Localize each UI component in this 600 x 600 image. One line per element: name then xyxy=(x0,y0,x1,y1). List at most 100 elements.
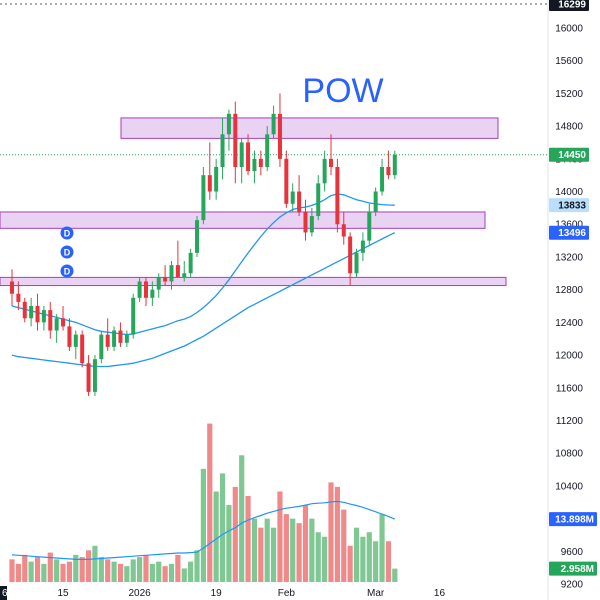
price-badge-label: 13833 xyxy=(558,201,586,212)
candle xyxy=(233,101,238,184)
price-badge-label: 16299 xyxy=(558,0,586,11)
candle-body xyxy=(29,306,34,319)
volume-bar xyxy=(149,563,155,582)
candle xyxy=(99,330,104,364)
volume-moving-average xyxy=(11,500,396,560)
time-axis-label: 15 xyxy=(57,588,69,599)
candle-body xyxy=(271,113,276,135)
volume-bar xyxy=(73,554,79,582)
candle xyxy=(163,265,168,286)
dividend-badge[interactable] xyxy=(60,245,74,259)
candle-body xyxy=(10,281,14,294)
candle-body xyxy=(303,211,308,233)
candle-body xyxy=(61,318,66,327)
candle xyxy=(329,134,333,176)
candle xyxy=(137,277,142,302)
volume-bar xyxy=(366,532,372,582)
dividend-badge[interactable] xyxy=(60,264,74,278)
candlesticks xyxy=(10,93,397,396)
volume-bar xyxy=(296,523,302,582)
volume-bars xyxy=(9,423,398,582)
volume-bar xyxy=(315,532,321,582)
candle xyxy=(67,318,72,351)
price-tick-label: 12400 xyxy=(555,318,583,329)
price-badge xyxy=(549,147,589,162)
volume-bar xyxy=(239,455,245,582)
candle-body xyxy=(214,167,219,192)
candle-body xyxy=(335,167,340,225)
price-tick-label: 9200 xyxy=(561,580,584,591)
candle-body xyxy=(322,158,327,184)
candle-body xyxy=(265,134,270,167)
candle-body xyxy=(54,318,59,331)
time-axis-label: 19 xyxy=(211,588,223,599)
volume-bar xyxy=(79,557,85,582)
volume-bar xyxy=(47,552,53,582)
candle-body xyxy=(118,330,123,343)
volume-bar xyxy=(105,559,111,582)
candle xyxy=(73,330,78,360)
candle xyxy=(22,297,27,323)
candle xyxy=(392,150,397,180)
time-axis-labels: 6Dec 15 2026 19 Feb Mar 16 xyxy=(0,586,445,600)
candle xyxy=(309,207,314,237)
candle-body xyxy=(92,359,97,392)
price-badge xyxy=(549,225,589,240)
candle xyxy=(284,150,289,208)
dividend-badge[interactable] xyxy=(60,226,74,240)
volume-badge xyxy=(549,561,597,576)
time-axis-label: 2026 xyxy=(128,588,151,599)
candle xyxy=(156,273,161,298)
candle xyxy=(367,203,372,245)
candle xyxy=(105,318,110,351)
candle-body xyxy=(386,167,391,176)
candle-body xyxy=(182,273,187,278)
candle xyxy=(380,158,385,196)
volume-bar xyxy=(347,545,353,582)
candle-body xyxy=(105,334,110,347)
candle-body xyxy=(80,334,85,364)
candle xyxy=(80,330,85,368)
price-tick-label: 12800 xyxy=(555,285,583,296)
volume-bar xyxy=(175,554,181,582)
dividend-markers[interactable]: DDD xyxy=(60,226,74,278)
candle xyxy=(10,269,14,306)
chart-title: POW xyxy=(302,72,383,110)
volume-badge xyxy=(549,512,597,527)
candle xyxy=(252,150,257,184)
candle xyxy=(271,105,276,139)
candle-body xyxy=(175,265,180,278)
volume-bar xyxy=(232,486,238,582)
volume-bar xyxy=(143,554,149,582)
candle-body xyxy=(112,330,117,347)
candle-body xyxy=(380,167,385,192)
candle-body xyxy=(233,113,238,167)
volume-bar xyxy=(188,561,194,582)
volume-bar xyxy=(353,527,360,582)
price-badge xyxy=(549,0,589,11)
price-tick-label: 9600 xyxy=(561,547,584,558)
candle xyxy=(322,150,327,192)
candle-body xyxy=(367,211,372,241)
volume-bar xyxy=(270,527,277,582)
candle-body xyxy=(16,293,21,302)
candle-body xyxy=(354,252,359,274)
dividend-badge-label: D xyxy=(64,248,71,258)
candle-body xyxy=(277,113,282,159)
volume-bar xyxy=(258,527,264,582)
moving-average-long xyxy=(11,232,396,368)
candle xyxy=(195,216,200,257)
volume-bar xyxy=(92,545,98,582)
volume-bar xyxy=(328,482,334,582)
volume-bar xyxy=(213,491,219,582)
candle-body xyxy=(67,326,72,347)
candle-body xyxy=(207,175,212,192)
candle xyxy=(290,183,295,212)
candle xyxy=(386,150,391,180)
candle xyxy=(354,248,359,278)
volume-bar xyxy=(137,557,143,582)
time-axis-edge-badge xyxy=(0,586,7,600)
candle xyxy=(201,167,206,225)
dividend-badge-label: D xyxy=(64,229,71,239)
